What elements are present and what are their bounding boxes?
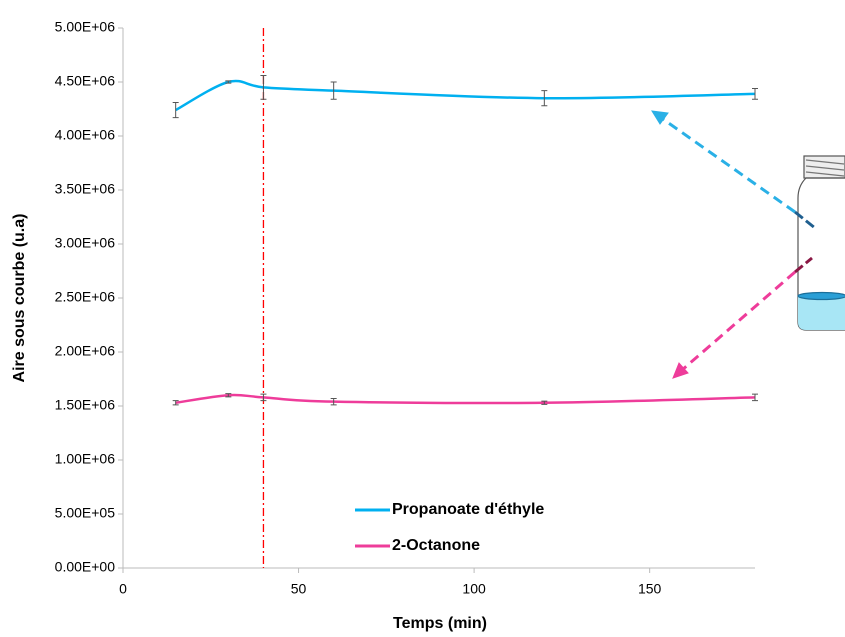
y-tick-label: 4.00E+06 — [55, 127, 116, 143]
x-axis-title: Temps (min) — [393, 615, 487, 632]
y-tick-label: 3.00E+06 — [55, 235, 116, 251]
series-line — [175, 393, 756, 405]
error-bar — [330, 397, 337, 406]
x-tick-label: 0 — [119, 581, 127, 597]
series-line — [175, 79, 756, 112]
error-bar — [172, 102, 179, 119]
y-tick-label: 1.50E+06 — [55, 397, 116, 413]
arrowhead-bottom — [672, 362, 689, 379]
error-bar — [541, 90, 548, 107]
cap-threads — [805, 159, 845, 177]
legend-label: Propanoate d'éthyle — [392, 501, 544, 518]
y-tick-label: 4.50E+06 — [55, 73, 116, 89]
y-tick-label: 1.00E+06 — [55, 451, 116, 467]
y-tick-label: 3.50E+06 — [55, 181, 116, 197]
vial-illustration — [797, 155, 845, 331]
vial-liquid — [798, 296, 845, 330]
legend-label: 2-Octanone — [392, 537, 480, 554]
arrow-top — [659, 115, 796, 214]
x-tick-label: 150 — [638, 581, 662, 597]
y-tick-label: 2.50E+06 — [55, 289, 116, 305]
error-bar — [260, 393, 267, 402]
y-tick-label: 0.00E+00 — [55, 559, 116, 575]
y-tick-label: 5.00E+06 — [55, 19, 116, 35]
y-tick-label: 2.00E+06 — [55, 343, 116, 359]
liquid-surface — [797, 291, 845, 301]
error-bar — [330, 81, 337, 100]
error-bar — [260, 75, 267, 100]
arrowhead-top — [651, 110, 669, 125]
error-bar — [225, 80, 232, 84]
arrows — [651, 110, 816, 379]
arrow-top-tail — [794, 210, 816, 230]
x-tick-label: 50 — [291, 581, 307, 597]
error-bar — [541, 400, 548, 405]
y-tick-label: 5.00E+05 — [55, 505, 116, 521]
error-bar — [225, 393, 232, 398]
x-tick-label: 100 — [462, 581, 486, 597]
error-bar — [752, 393, 758, 402]
y-axis-title: Aire sous courbe (u.a) — [11, 214, 28, 383]
error-bar — [172, 400, 179, 406]
error-bar — [752, 87, 758, 100]
arrow-bottom-tail — [794, 256, 813, 274]
arrow-bottom — [681, 270, 796, 372]
